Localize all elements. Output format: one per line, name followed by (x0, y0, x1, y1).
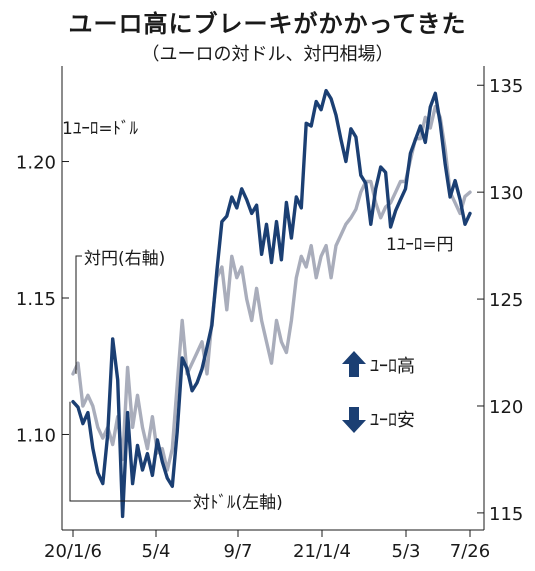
x-tick-label: 20/1/6 (44, 541, 102, 562)
right-tick-label: 125 (489, 290, 523, 311)
usd-series-line (71, 88, 472, 519)
usd-unit-label: 1ﾕｰﾛ=ﾄﾞﾙ (62, 119, 139, 139)
x-tick-label: 7/26 (450, 541, 490, 562)
left-tick-label: 1.10 (16, 425, 56, 446)
right-tick-label: 120 (489, 397, 523, 418)
ticks-group: 1.10 1.15 1.20 115 120 125 130 135 20/1/6 5/4 9/7 2… (16, 76, 523, 562)
chart-subtitle: （ユーロの対ドル、対円相場） (141, 44, 394, 65)
down-arrow-icon (342, 407, 366, 433)
jpy-unit-label: 1ﾕｰﾛ=円 (386, 235, 454, 255)
x-tick-label: 21/1/4 (293, 541, 351, 562)
right-tick-label: 115 (489, 504, 523, 525)
legend-up-label: ﾕｰﾛ高 (370, 356, 415, 377)
up-arrow-icon (342, 351, 366, 377)
jpy-callout-leader (75, 255, 82, 374)
right-tick-label: 130 (489, 183, 523, 204)
x-tick-label: 5/4 (142, 541, 171, 562)
jpy-series-line (71, 104, 472, 472)
usd-callout-leader (69, 401, 191, 502)
left-tick-label: 1.15 (16, 289, 56, 310)
series-group (71, 88, 472, 519)
chart-title: ユーロ高にブレーキがかかってきた (68, 10, 467, 38)
callouts-group (69, 255, 191, 502)
x-tick-label: 9/7 (224, 541, 253, 562)
right-tick-label: 135 (489, 76, 523, 97)
left-tick-label: 1.20 (16, 153, 56, 174)
legend-down-label: ﾕｰﾛ安 (370, 410, 415, 431)
usd-callout-label: 対ﾄﾞﾙ(左軸) (193, 493, 283, 513)
x-tick-label: 5/3 (392, 541, 421, 562)
jpy-callout-label: 対円(右軸) (84, 249, 165, 269)
